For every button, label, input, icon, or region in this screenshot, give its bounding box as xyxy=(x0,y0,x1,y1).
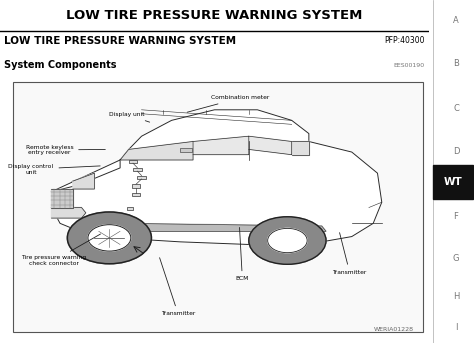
Polygon shape xyxy=(120,141,193,160)
Polygon shape xyxy=(73,173,94,189)
Bar xyxy=(180,148,192,152)
Circle shape xyxy=(249,217,326,264)
Text: WT: WT xyxy=(444,177,463,187)
Text: F: F xyxy=(454,212,458,221)
Polygon shape xyxy=(292,141,309,155)
Text: Display control
unit: Display control unit xyxy=(9,164,100,175)
Text: WERIA01228: WERIA01228 xyxy=(374,327,414,331)
Text: Remote keyless
entry receiver: Remote keyless entry receiver xyxy=(26,144,105,155)
Text: Transmitter: Transmitter xyxy=(160,258,195,316)
Bar xyxy=(133,168,142,171)
Text: I: I xyxy=(455,323,457,332)
Polygon shape xyxy=(52,208,86,218)
Polygon shape xyxy=(52,160,120,192)
Polygon shape xyxy=(52,136,382,245)
Polygon shape xyxy=(116,223,326,231)
Text: H: H xyxy=(453,292,459,301)
Text: LOW TIRE PRESSURE WARNING SYSTEM: LOW TIRE PRESSURE WARNING SYSTEM xyxy=(4,36,237,46)
Circle shape xyxy=(67,212,151,264)
Bar xyxy=(132,193,140,196)
Polygon shape xyxy=(52,189,73,208)
Bar xyxy=(132,184,140,188)
Bar xyxy=(433,165,473,199)
Text: C: C xyxy=(453,104,459,113)
Circle shape xyxy=(88,225,131,251)
Text: Combination meter: Combination meter xyxy=(187,95,269,112)
Text: EES00190: EES00190 xyxy=(393,63,425,68)
Text: System Components: System Components xyxy=(4,60,117,70)
Text: BCM: BCM xyxy=(236,227,249,281)
Text: B: B xyxy=(453,59,459,68)
Polygon shape xyxy=(249,136,292,155)
Circle shape xyxy=(268,228,307,253)
Bar xyxy=(127,207,133,210)
Text: PFP:40300: PFP:40300 xyxy=(384,36,425,45)
Text: Tire pressure warning
check connector: Tire pressure warning check connector xyxy=(21,234,100,266)
Text: D: D xyxy=(453,147,459,156)
Bar xyxy=(137,176,146,179)
Text: LOW TIRE PRESSURE WARNING SYSTEM: LOW TIRE PRESSURE WARNING SYSTEM xyxy=(66,9,363,22)
Text: G: G xyxy=(453,255,459,263)
Polygon shape xyxy=(193,136,249,155)
Text: A: A xyxy=(453,16,459,25)
Bar xyxy=(128,160,137,163)
Polygon shape xyxy=(120,110,309,160)
Text: Display unit: Display unit xyxy=(109,112,150,122)
Text: Transmitter: Transmitter xyxy=(332,233,367,275)
